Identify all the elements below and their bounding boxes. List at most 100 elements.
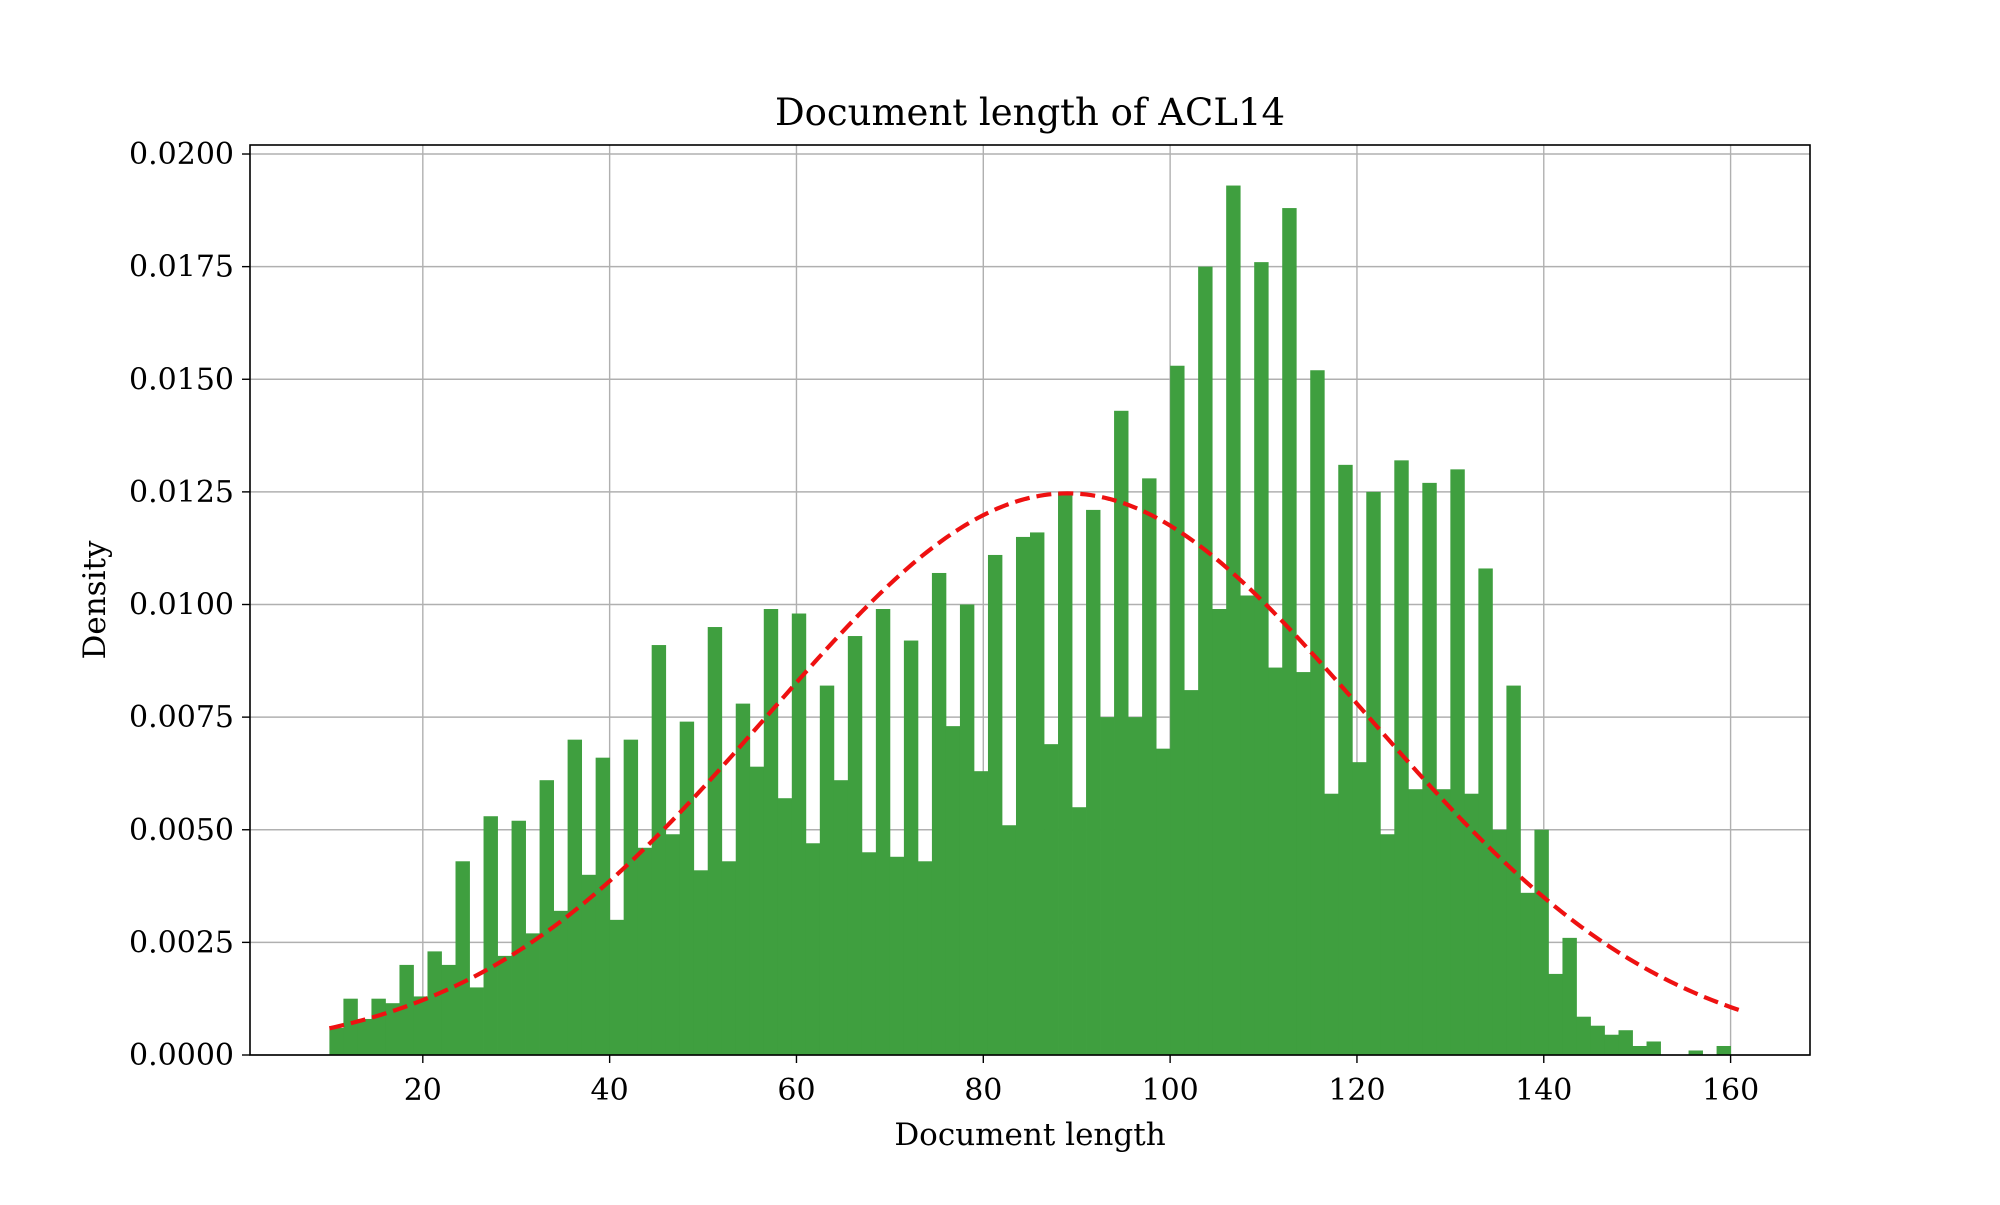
histogram-bar (651, 645, 667, 1055)
histogram-bar (483, 816, 498, 1055)
histogram-bar (1086, 509, 1101, 1055)
axis-ticks: 20 40 60 80 100 120 140 160 0.0000 0.0025 0.0050 0.… (129, 137, 1759, 1108)
histogram-bar (455, 861, 470, 1055)
histogram-bar (1212, 609, 1227, 1055)
histogram-bar (1366, 491, 1381, 1055)
histogram-bar (945, 726, 961, 1055)
x-tick-label: 120 (1328, 1073, 1385, 1108)
histogram-bar (1268, 667, 1283, 1055)
x-axis-title: Document length (894, 1117, 1165, 1153)
histogram-bar (329, 1027, 344, 1055)
histogram-bar (609, 919, 625, 1055)
histogram-bar (889, 856, 905, 1055)
histogram-bar (525, 933, 540, 1055)
histogram-bar (1100, 717, 1115, 1055)
histogram-bar (343, 998, 358, 1055)
histogram-bar (763, 609, 779, 1055)
histogram-bar (987, 554, 1003, 1055)
y-tick-label: 0.0200 (129, 137, 234, 172)
histogram-bar (1338, 464, 1353, 1056)
histogram-bar (819, 685, 835, 1055)
histogram-bar (1450, 469, 1465, 1055)
histogram-bar (1128, 717, 1143, 1055)
y-tick-label: 0.0075 (129, 700, 234, 735)
histogram-bar (1534, 829, 1549, 1055)
histogram-bar (497, 955, 512, 1055)
histogram-bar (1632, 1045, 1647, 1055)
y-tick-label: 0.0175 (129, 250, 234, 285)
histogram-bar (1240, 595, 1255, 1055)
histogram-bar (399, 964, 414, 1055)
histogram-bar (735, 703, 751, 1055)
plot-frame (249, 144, 1811, 1056)
fit-curve-layer (328, 491, 1741, 1031)
histogram-bar (931, 572, 947, 1055)
histogram-bar (1688, 1050, 1703, 1055)
histogram-bar (777, 798, 793, 1055)
histogram-bar (875, 609, 891, 1055)
x-tick-label: 100 (1141, 1073, 1198, 1108)
fitted-normal-curve (328, 491, 1741, 1031)
histogram-bar (1352, 762, 1367, 1055)
histogram-bar (1394, 460, 1409, 1055)
histogram-bar (1478, 568, 1493, 1055)
histogram-bar (1198, 266, 1213, 1055)
histogram-bar (1030, 532, 1045, 1055)
histogram-bar (441, 964, 456, 1055)
y-tick-label: 0.0050 (129, 813, 234, 848)
histogram-bar (1408, 789, 1423, 1055)
histogram-bar (1226, 185, 1241, 1055)
x-tick-label: 60 (777, 1073, 815, 1108)
y-tick-label: 0.0125 (129, 475, 234, 510)
histogram-bar (721, 861, 737, 1055)
histogram-bar (861, 852, 877, 1055)
x-tick-label: 160 (1702, 1073, 1759, 1108)
y-tick-label: 0.0025 (129, 925, 234, 960)
histogram-bar (1296, 672, 1311, 1055)
x-tick-label: 40 (591, 1073, 629, 1108)
histogram-bar (791, 613, 807, 1055)
histogram-bar (847, 636, 863, 1055)
x-tick-label: 80 (964, 1073, 1002, 1108)
histogram-bar (749, 766, 765, 1055)
histogram-bar (805, 843, 821, 1055)
histogram-bar (567, 739, 583, 1055)
histogram-bar (1170, 365, 1185, 1056)
y-tick-label: 0.0150 (129, 362, 234, 397)
histogram-bar (679, 721, 695, 1055)
histogram-bar (973, 771, 989, 1055)
histogram-bar (1492, 829, 1507, 1055)
histogram-bar (1520, 892, 1535, 1055)
histogram-bar (1590, 1025, 1605, 1055)
histogram-bar (357, 1018, 372, 1055)
histogram-bar (1114, 410, 1129, 1055)
histogram-bar (1072, 807, 1087, 1055)
histogram-bar (427, 951, 442, 1055)
histogram-bar (637, 847, 653, 1055)
histogram-bar (1254, 262, 1269, 1055)
histogram-bar (1436, 789, 1451, 1055)
histogram-bar (1422, 482, 1437, 1055)
histogram-bar (1324, 793, 1339, 1055)
x-tick-label: 20 (404, 1073, 442, 1108)
histogram-bar (539, 780, 554, 1055)
histogram-bar (1548, 973, 1563, 1055)
histogram-bar (1156, 748, 1171, 1055)
histogram-bar (1058, 491, 1073, 1055)
histogram-bar (1604, 1034, 1619, 1055)
histogram-bar (917, 861, 933, 1055)
histogram-bar (1576, 1016, 1591, 1055)
histogram-bar (1001, 825, 1017, 1055)
histogram-bar (1618, 1030, 1633, 1055)
histogram-bar (1142, 478, 1157, 1055)
histogram-bar (595, 757, 611, 1055)
histogram-bar (1464, 793, 1479, 1055)
histogram-bar (1646, 1041, 1661, 1055)
histogram-bar (1044, 744, 1059, 1055)
histogram-bar (371, 998, 386, 1055)
histogram-bars (329, 185, 1731, 1056)
histogram-bar (959, 604, 975, 1055)
histogram-bar (553, 910, 569, 1055)
